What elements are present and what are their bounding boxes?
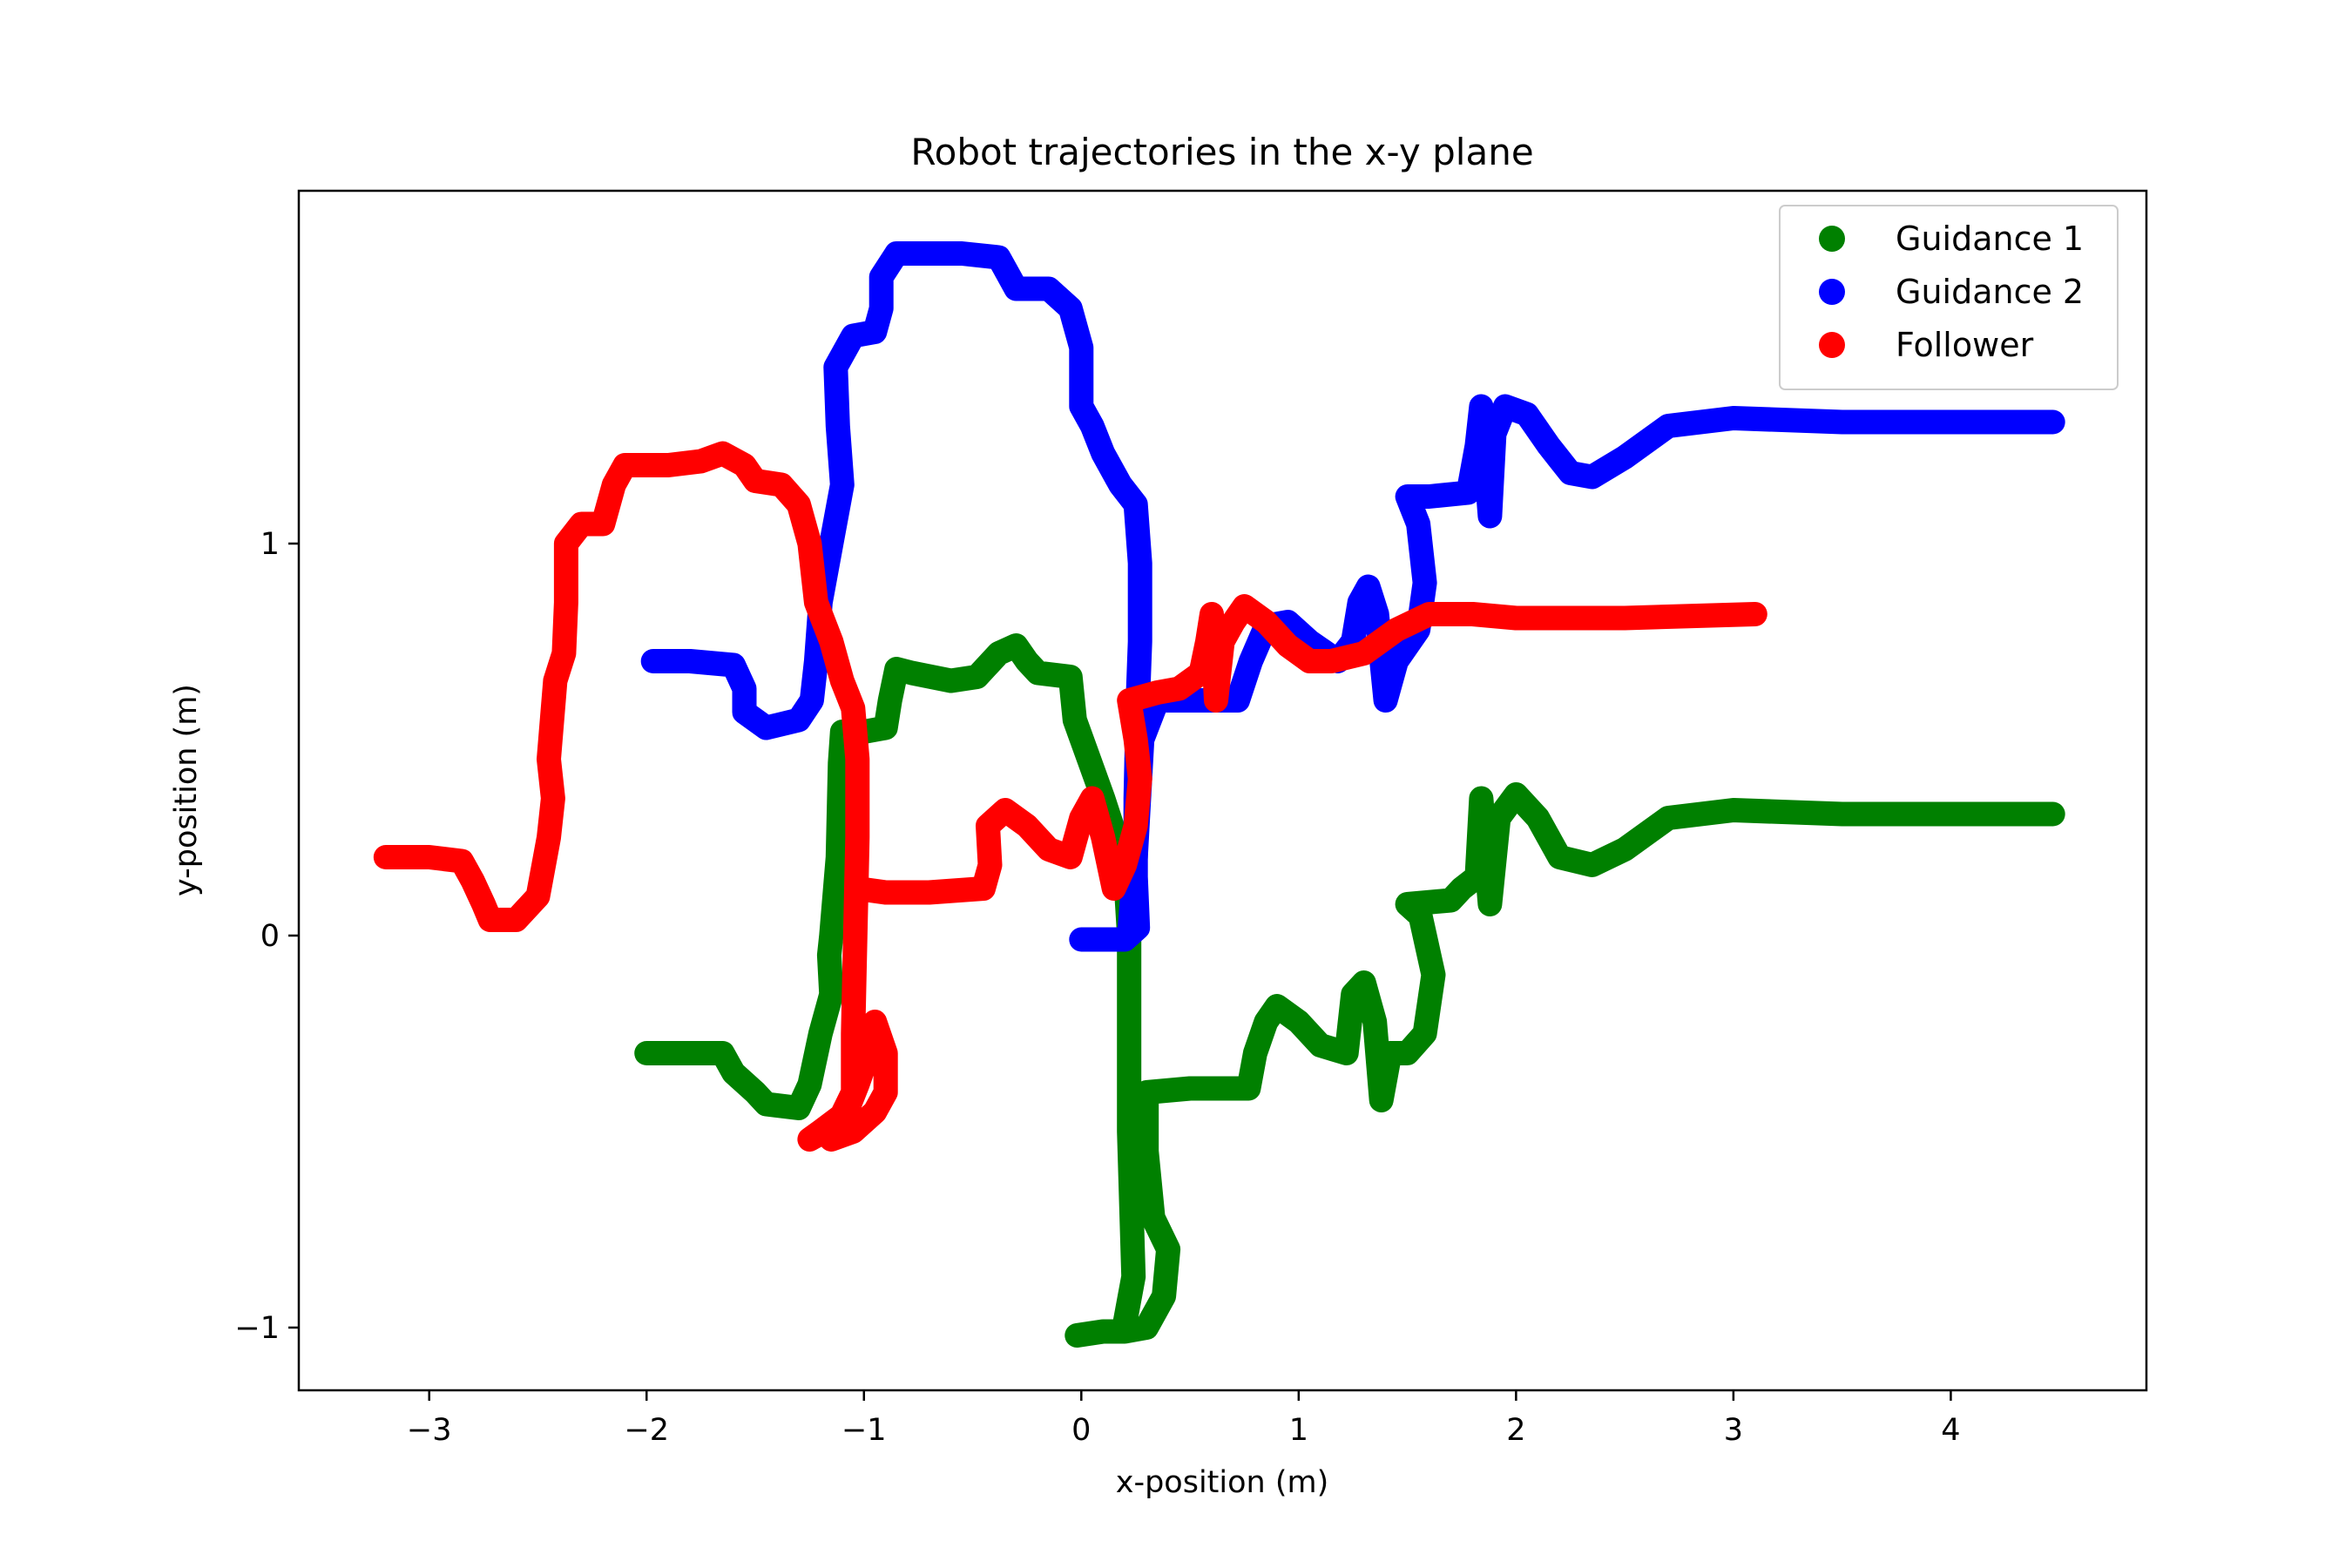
legend-label: Guidance 2 (1896, 273, 2084, 311)
legend-label: Follower (1896, 326, 2034, 364)
series-track-1 (1064, 782, 2065, 1348)
legend-label: Guidance 1 (1896, 220, 2084, 258)
x-tick-label: −2 (624, 1413, 669, 1448)
ticks-layer: −3 −2 −1 0 1 2 3 4 −1 0 1 (234, 527, 1960, 1448)
x-axis-label: x-position (m) (1116, 1465, 1329, 1500)
x-tick-label: 1 (1289, 1413, 1308, 1448)
series-track-2 (640, 241, 1152, 952)
series-track-5 (845, 594, 1767, 905)
x-tick-label: −1 (841, 1413, 887, 1448)
legend-box (1779, 205, 2119, 390)
x-tick-label: −3 (407, 1413, 452, 1448)
chart-title: Robot trajectories in the x-y plane (910, 131, 1533, 173)
series-track-4 (373, 441, 898, 1152)
x-tick-label: 4 (1941, 1413, 1960, 1448)
plot-frame (297, 189, 2148, 1392)
x-tick-label: 2 (1506, 1413, 1525, 1448)
x-tick-label: 0 (1071, 1413, 1091, 1448)
series-track-3 (1117, 394, 2065, 948)
y-axis-label: y-position (m) (169, 684, 204, 896)
data-layer (373, 241, 2065, 1348)
y-tick-label: 1 (260, 527, 280, 562)
legend-marker (1819, 226, 1845, 252)
y-tick-label: −1 (234, 1311, 280, 1346)
y-tick-label: 0 (260, 919, 280, 954)
x-tick-label: 3 (1724, 1413, 1743, 1448)
legend: Guidance 1 Guidance 2 Follower (1779, 205, 2119, 390)
series-track-0 (634, 633, 1146, 1336)
legend-marker (1819, 332, 1845, 358)
legend-marker (1819, 279, 1845, 305)
